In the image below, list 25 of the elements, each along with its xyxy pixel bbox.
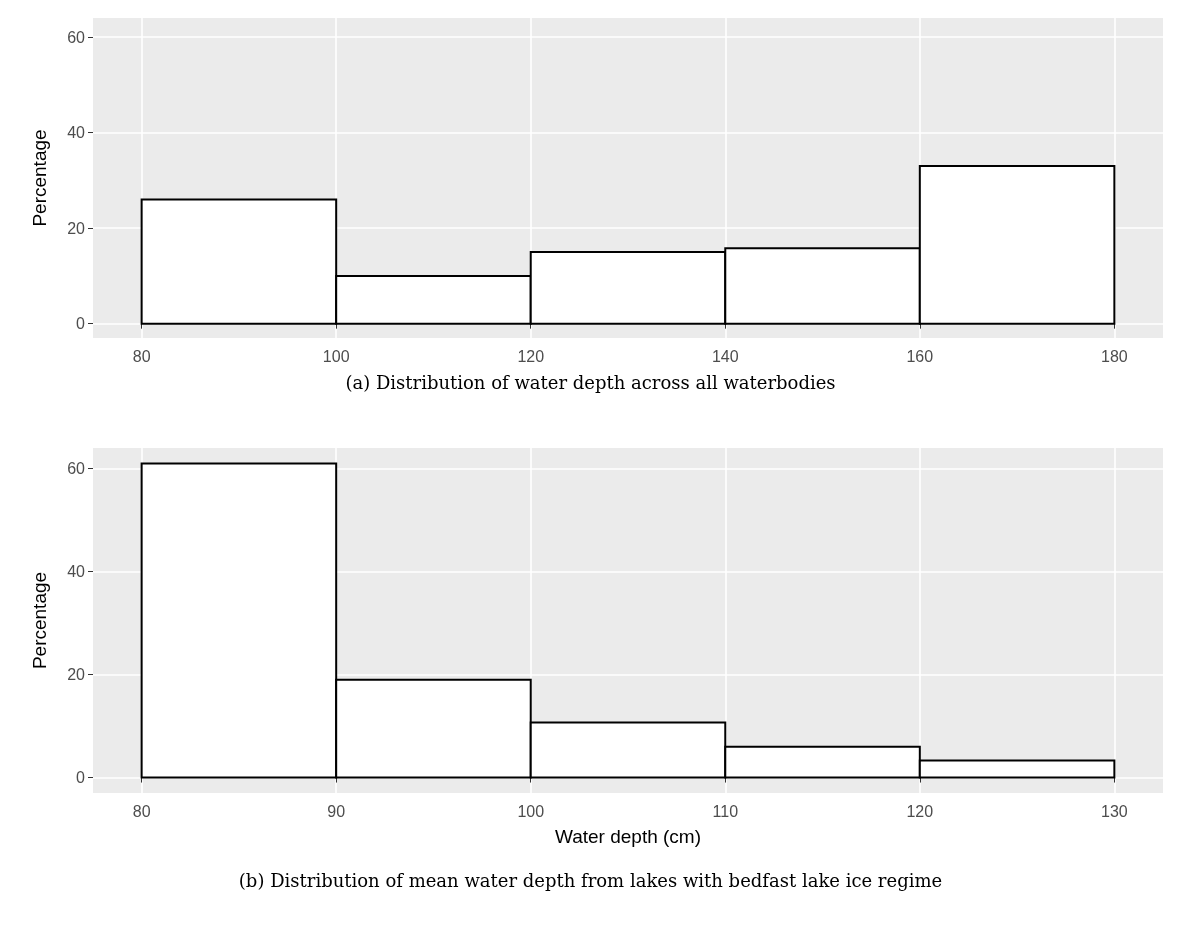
y-tick-label: 60: [67, 460, 86, 478]
x-tick-label: 80: [132, 347, 151, 365]
x-tick-label: 110: [712, 802, 739, 820]
y-axis-title: Percentage: [29, 129, 50, 227]
x-tick-label: 100: [517, 802, 545, 820]
x-tick-label: 140: [711, 347, 739, 365]
x-tick-label: 80: [132, 802, 151, 820]
y-tick-label: 60: [67, 28, 86, 46]
text: (a) Distribution of water depth across all waterbodies: [344, 372, 837, 393]
x-tick-label: 180: [1101, 347, 1128, 365]
x-tick-label: 120: [517, 347, 545, 365]
y-tick-label: 20: [67, 219, 86, 237]
x-tick-label: 120: [906, 802, 934, 820]
x-tick-label: 90: [327, 802, 346, 820]
x-tick-label: 130: [1101, 802, 1128, 820]
y-tick-label: 40: [67, 563, 86, 581]
x-tick-label: 100: [322, 347, 350, 365]
text: (b) Distribution of mean water depth from lakes with bedfast lake ice regime: [237, 870, 944, 891]
y-axis-title: Percentage: [29, 571, 50, 670]
x-axis-title: Water depth (cm): [554, 826, 702, 847]
y-tick-label: 20: [67, 666, 86, 684]
y-tick-label: 0: [76, 315, 86, 333]
x-tick-label: 160: [906, 347, 934, 365]
y-tick-label: 0: [76, 769, 86, 787]
y-tick-label: 40: [67, 124, 86, 142]
